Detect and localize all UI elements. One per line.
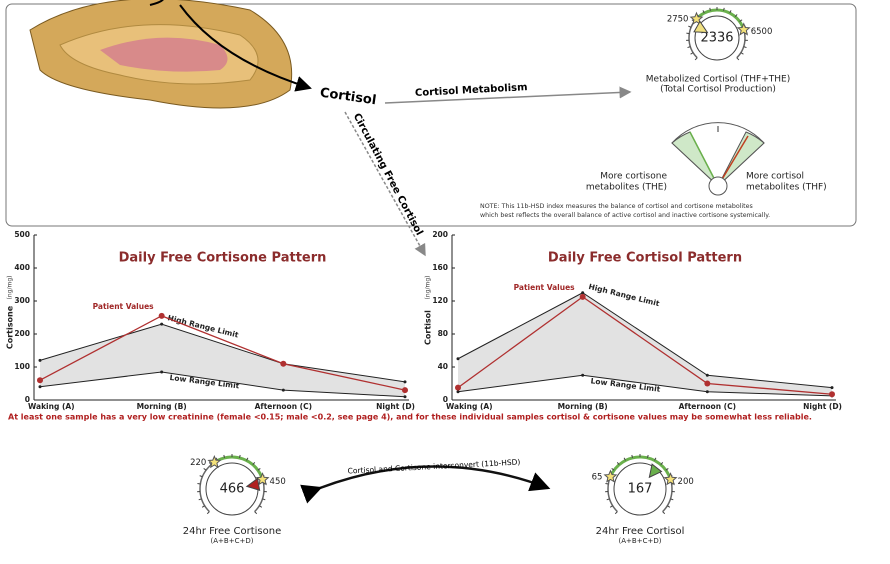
gauge-tick [615,512,617,514]
data-point [457,357,460,360]
y-tick-label: 160 [432,263,448,272]
low-star [605,471,616,482]
data-point [706,374,709,377]
data-point [706,390,709,393]
y-tick-label: 200 [14,329,30,338]
x-tick-label: Waking (A) [28,402,75,411]
y-axis-unit: (ng/mg) [7,276,14,300]
data-point [581,291,584,294]
chart-title: Daily Free Cortisone Pattern [119,251,327,266]
x-tick-label: Afternoon (C) [679,402,736,411]
data-point [581,374,584,377]
gauge-value: 466 [220,482,245,497]
y-tick-label: 300 [14,296,30,305]
gauge-value: 167 [628,482,653,497]
high-star [665,473,676,484]
gauge-tick [204,468,206,470]
gauge-low-label: 2750 [667,14,689,24]
x-tick-label: Night (D) [376,402,415,411]
data-point [580,294,586,300]
gauge-sublabel: (A+B+C+D) [211,537,254,545]
y-tick-label: 500 [14,230,30,239]
gauge-label: 24hr Free Cortisone [183,526,281,537]
gauge-low-label: 220 [190,458,206,468]
gauge-tick [239,455,240,458]
y-tick-label: 120 [432,296,448,305]
data-point [39,359,42,362]
data-point [39,385,42,388]
metabolized-label: Metabolized Cortisol (THF+THE) [646,75,790,85]
more-cortisol-label: More cortisol [746,172,804,182]
x-tick-label: Night (D) [803,402,842,411]
series-label: Patient Values [514,283,576,292]
series-label: Patient Values [93,302,155,311]
chart-title: Daily Free Cortisol Pattern [548,251,742,266]
gauge-tick [207,512,209,514]
data-point [831,386,834,389]
range-band [458,293,832,396]
gauge-low-label: 65 [592,472,603,482]
x-tick-label: Morning (B) [558,402,608,411]
more-cortisol-label: metabolites (THF) [746,183,827,193]
note: NOTE: This 11b-HSD index measures the ba… [480,203,753,210]
gauge-tick [224,455,225,458]
gauge-high-label: 6500 [751,27,773,37]
gauge-tick [202,506,205,508]
more-cortisone-label: metabolites (THE) [586,183,667,193]
note: which best reflects the overall balance … [480,212,770,219]
x-tick-label: Morning (B) [137,402,187,411]
gauge-tick [610,506,613,508]
y-tick-label: 200 [432,230,448,239]
metabolized-sublabel: (Total Cortisol Production) [660,85,776,95]
data-point [404,380,407,383]
x-tick-label: Afternoon (C) [255,402,312,411]
x-tick-label: Waking (A) [446,402,493,411]
data-point [160,370,163,373]
gauge-tick [632,455,633,458]
data-point [457,390,460,393]
gauge-label: 24hr Free Cortisol [596,526,685,537]
y-axis-unit: (ng/mg) [425,276,432,300]
gauge-tick [255,512,257,514]
warning: At least one sample has a very low creat… [8,413,812,422]
gauge-tick [647,455,648,458]
gauge-tick [663,512,665,514]
y-axis-label: Cortisone [6,305,15,349]
gauge-tick [710,8,711,11]
data-point [455,385,461,391]
y-tick-label: 400 [14,263,30,272]
data-point [829,391,835,397]
y-tick-label: 40 [438,362,448,371]
data-point [402,387,408,393]
gauge-high-label: 450 [270,477,286,487]
data-point [159,313,165,319]
data-point [704,381,710,387]
gauge-tick [724,8,725,11]
gauge-high-label: 200 [678,477,694,487]
data-point [160,323,163,326]
data-point [404,395,407,398]
gauge-tick [667,506,670,508]
data-point [280,361,286,367]
data-point [282,389,285,392]
more-cortisone-label: More cortisone [600,172,667,182]
y-tick-label: 100 [14,362,30,371]
gauge-tick [259,506,262,508]
y-tick-label: 80 [438,329,448,338]
y-axis-label: Cortisol [424,310,433,345]
gauge-sublabel: (A+B+C+D) [619,537,662,545]
data-point [37,377,43,383]
